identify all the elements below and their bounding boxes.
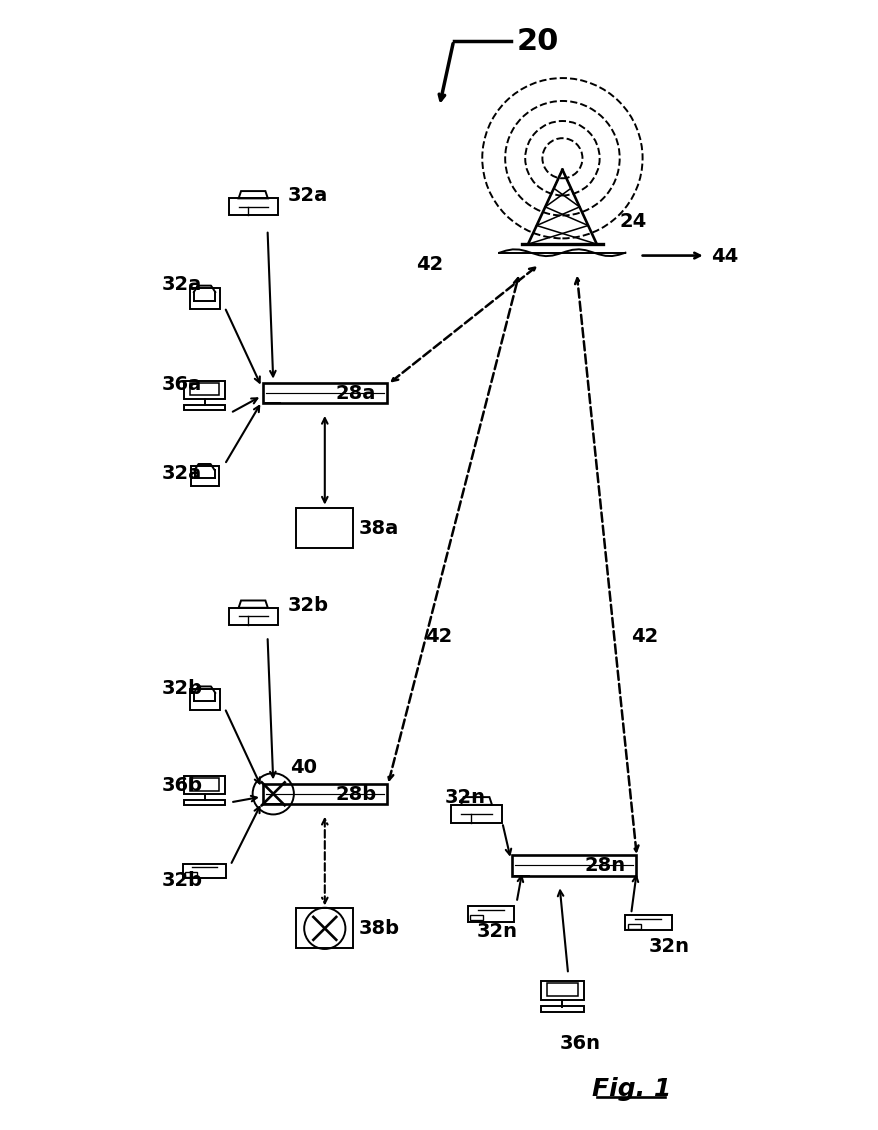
Text: Fig. 1: Fig. 1 xyxy=(591,1077,670,1101)
Text: 32b: 32b xyxy=(287,596,328,615)
Text: 28a: 28a xyxy=(335,384,375,402)
FancyBboxPatch shape xyxy=(512,855,636,876)
Text: 24: 24 xyxy=(619,212,646,231)
Text: 32n: 32n xyxy=(445,788,486,807)
Polygon shape xyxy=(296,507,353,548)
Text: 42: 42 xyxy=(416,255,443,273)
Text: 36b: 36b xyxy=(162,776,203,794)
Text: 28n: 28n xyxy=(584,857,625,875)
Text: 32b: 32b xyxy=(162,870,203,889)
FancyBboxPatch shape xyxy=(263,783,386,805)
Text: 38b: 38b xyxy=(359,919,399,938)
Text: 44: 44 xyxy=(711,246,738,266)
Text: 42: 42 xyxy=(630,627,658,646)
Text: 20: 20 xyxy=(516,27,558,55)
Text: 42: 42 xyxy=(425,627,452,646)
Text: 32a: 32a xyxy=(287,186,327,206)
Text: 40: 40 xyxy=(291,758,317,776)
Text: 36n: 36n xyxy=(559,1034,601,1052)
Text: 32a: 32a xyxy=(162,464,202,483)
FancyBboxPatch shape xyxy=(263,383,386,403)
Text: 32n: 32n xyxy=(476,922,517,941)
Text: 36a: 36a xyxy=(162,375,202,394)
Text: 28b: 28b xyxy=(335,784,376,803)
Text: 38a: 38a xyxy=(359,519,399,537)
Text: 32n: 32n xyxy=(648,936,689,955)
Text: 32b: 32b xyxy=(162,678,203,697)
Text: 32a: 32a xyxy=(162,275,202,294)
Polygon shape xyxy=(296,909,353,948)
